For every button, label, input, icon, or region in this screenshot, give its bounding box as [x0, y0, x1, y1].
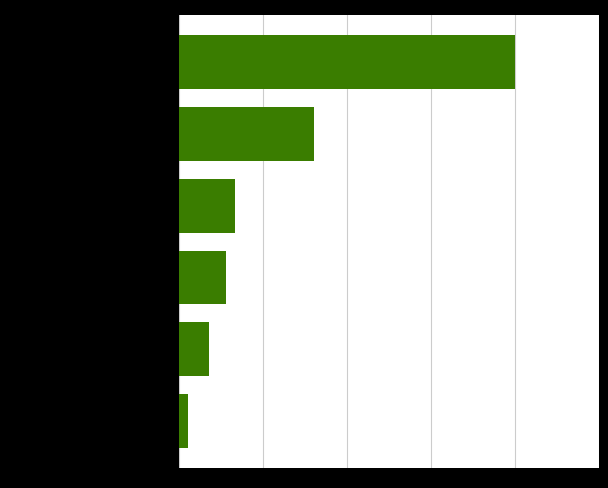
- Bar: [179, 107, 314, 161]
- Bar: [179, 322, 209, 376]
- Bar: [179, 394, 188, 448]
- Bar: [179, 179, 235, 233]
- Bar: [179, 35, 515, 89]
- Bar: [179, 250, 226, 305]
